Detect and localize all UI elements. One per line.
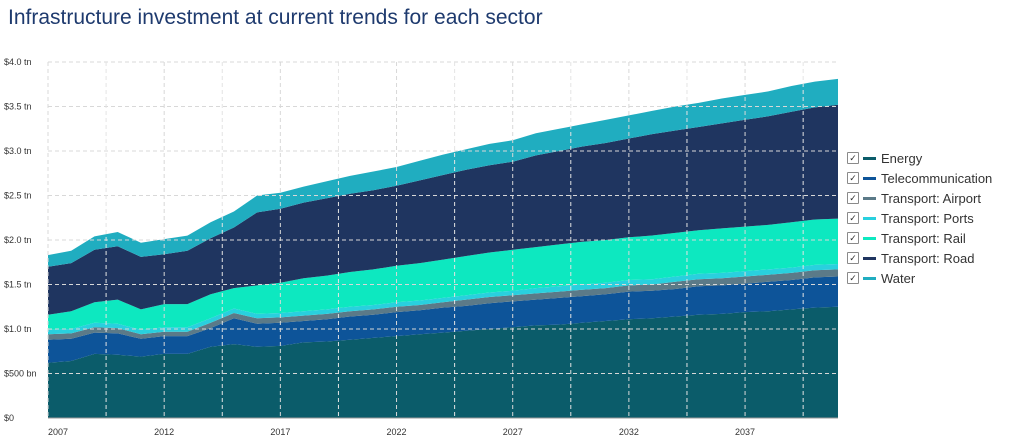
y-tick-label: $2.0 tn xyxy=(4,235,32,245)
legend-item-transport-airport[interactable]: ✓ Transport: Airport xyxy=(847,188,992,208)
series-area-transport-road xyxy=(48,104,838,315)
y-tick-label: $1.5 tn xyxy=(4,280,32,290)
legend-item-energy[interactable]: ✓ Energy xyxy=(847,148,992,168)
series-area-transport-ports xyxy=(48,264,838,335)
chart-legend: ✓ Energy ✓ Telecommunication ✓ Transport: Air… xyxy=(847,148,992,288)
legend-checkbox[interactable]: ✓ xyxy=(847,252,859,264)
x-tick-label: 2007 xyxy=(48,427,68,437)
legend-label: Transport: Airport xyxy=(881,190,981,206)
x-tick-label: 2017 xyxy=(270,427,290,437)
x-tick-label: 2022 xyxy=(387,427,407,437)
legend-checkbox[interactable]: ✓ xyxy=(847,232,859,244)
legend-checkbox[interactable]: ✓ xyxy=(847,212,859,224)
legend-item-transport-road[interactable]: ✓ Transport: Road xyxy=(847,248,992,268)
legend-swatch xyxy=(863,196,876,200)
legend-checkbox[interactable]: ✓ xyxy=(847,172,859,184)
legend-label: Water xyxy=(881,270,916,286)
legend-label: Transport: Rail xyxy=(881,230,966,246)
legend-swatch xyxy=(863,276,876,280)
y-tick-label: $1.0 tn xyxy=(4,324,32,334)
series-area-water xyxy=(48,78,838,267)
legend-swatch xyxy=(863,176,876,180)
x-tick-label: 2037 xyxy=(735,427,755,437)
legend-swatch xyxy=(863,236,876,240)
y-tick-label: $2.5 tn xyxy=(4,191,32,201)
series-area-telecommunication xyxy=(48,276,838,363)
legend-label: Transport: Ports xyxy=(881,210,974,226)
legend-swatch xyxy=(863,256,876,260)
y-tick-label: $4.0 tn xyxy=(4,57,32,67)
legend-item-telecommunication[interactable]: ✓ Telecommunication xyxy=(847,168,992,188)
legend-checkbox[interactable]: ✓ xyxy=(847,152,859,164)
legend-item-transport-rail[interactable]: ✓ Transport: Rail xyxy=(847,228,992,248)
x-tick-label: 2032 xyxy=(619,427,639,437)
legend-checkbox[interactable]: ✓ xyxy=(847,272,859,284)
x-tick-label: 2027 xyxy=(503,427,523,437)
legend-item-water[interactable]: ✓ Water xyxy=(847,268,992,288)
legend-item-transport-ports[interactable]: ✓ Transport: Ports xyxy=(847,208,992,228)
area-chart: $0 $500 bn $1.0 tn $1.5 tn $2.0 tn $2.5 tn $3.… xyxy=(4,57,838,437)
y-tick-label: $3.0 tn xyxy=(4,146,32,156)
y-tick-label: $500 bn xyxy=(4,369,37,379)
series-area-transport-airport xyxy=(48,269,838,340)
legend-label: Energy xyxy=(881,150,923,166)
x-tick-label: 2012 xyxy=(154,427,174,437)
legend-checkbox[interactable]: ✓ xyxy=(847,192,859,204)
series-area-transport-rail xyxy=(48,218,838,330)
y-tick-label: $0 xyxy=(4,413,14,423)
legend-swatch xyxy=(863,156,876,160)
chart-title: Infrastructure investment at current tre… xyxy=(8,6,543,29)
legend-swatch xyxy=(863,216,876,220)
series-area-energy xyxy=(48,306,838,418)
y-tick-label: $3.5 tn xyxy=(4,102,32,112)
legend-label: Telecommunication xyxy=(881,170,993,186)
legend-label: Transport: Road xyxy=(881,250,975,266)
